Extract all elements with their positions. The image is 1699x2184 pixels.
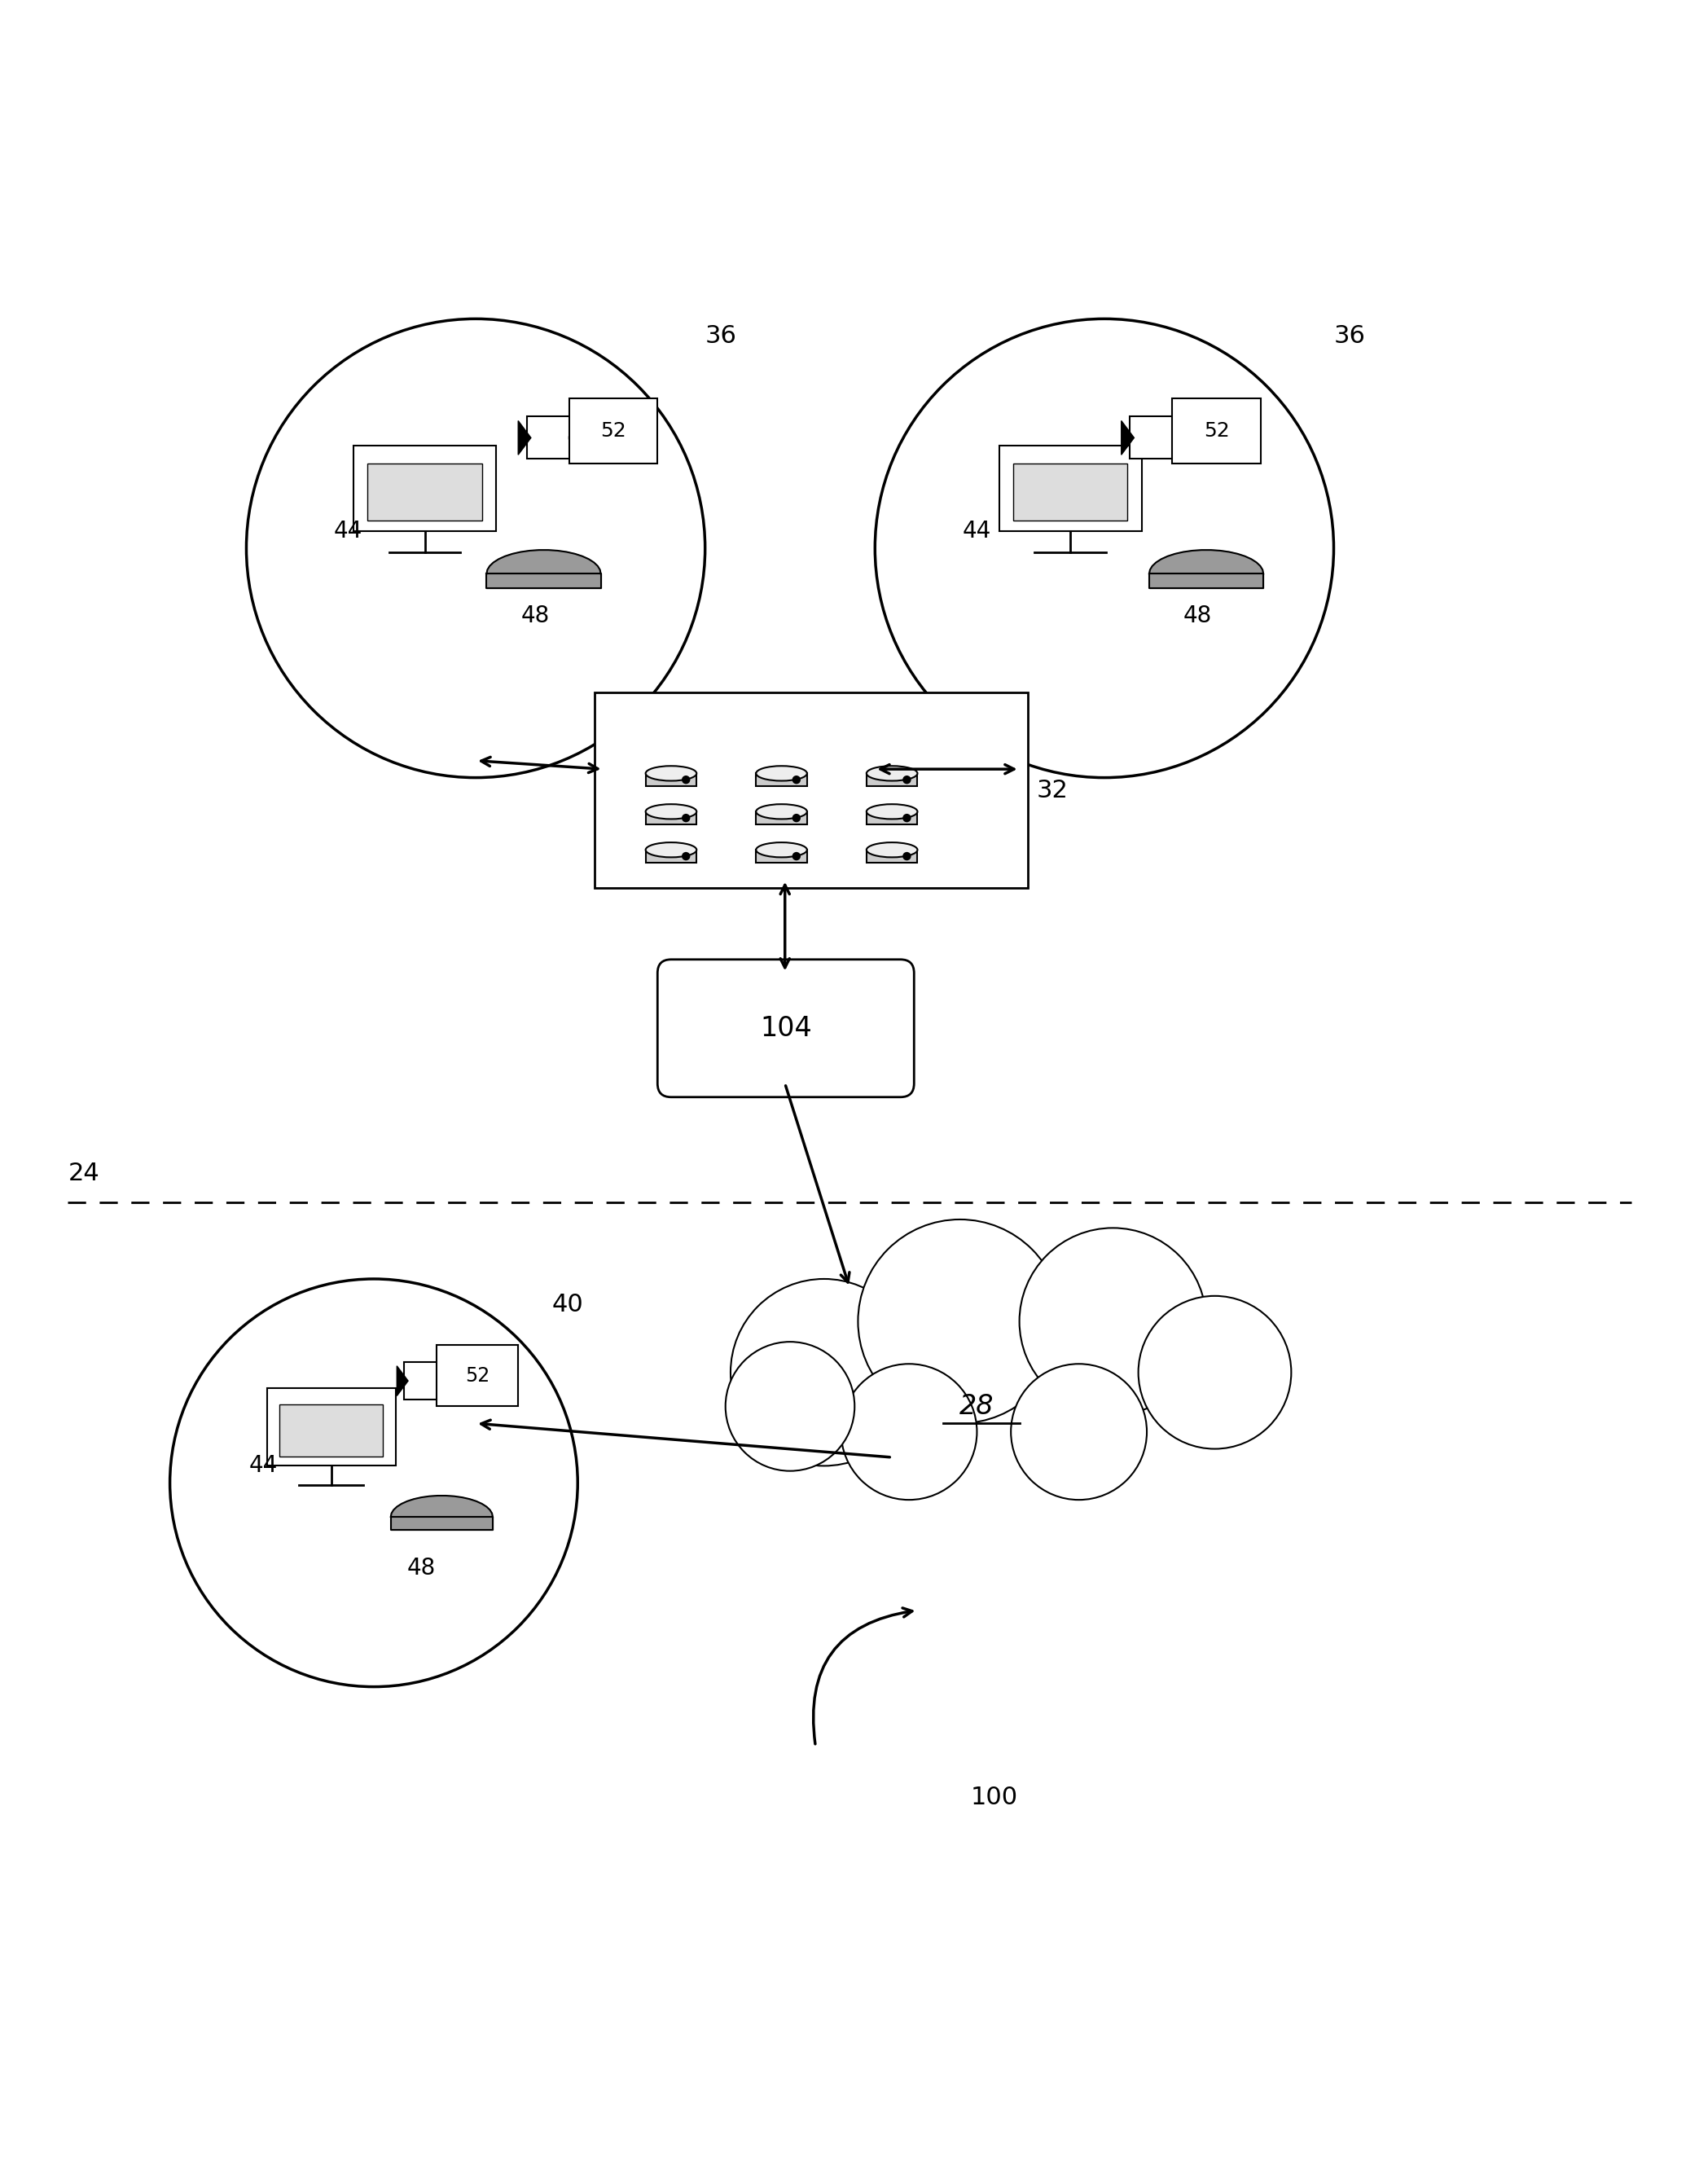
FancyBboxPatch shape	[658, 959, 914, 1096]
Text: 52: 52	[1203, 422, 1230, 441]
Circle shape	[902, 852, 911, 860]
Ellipse shape	[646, 804, 697, 819]
FancyBboxPatch shape	[756, 812, 807, 823]
Text: 52: 52	[600, 422, 627, 441]
FancyBboxPatch shape	[866, 773, 917, 786]
FancyBboxPatch shape	[646, 773, 697, 786]
Circle shape	[792, 815, 800, 821]
FancyBboxPatch shape	[280, 1404, 382, 1457]
Ellipse shape	[866, 767, 917, 782]
Text: 32: 32	[1036, 778, 1069, 802]
Text: 104: 104	[759, 1016, 812, 1042]
Circle shape	[725, 1341, 855, 1472]
Text: 36: 36	[1334, 323, 1366, 347]
Text: 100: 100	[970, 1784, 1018, 1808]
Circle shape	[792, 775, 800, 784]
FancyBboxPatch shape	[756, 773, 807, 786]
FancyBboxPatch shape	[1013, 463, 1128, 520]
Text: 44: 44	[335, 520, 362, 542]
Text: 40: 40	[552, 1293, 584, 1317]
FancyBboxPatch shape	[646, 812, 697, 823]
FancyBboxPatch shape	[866, 812, 917, 823]
FancyBboxPatch shape	[999, 446, 1142, 531]
FancyBboxPatch shape	[267, 1389, 396, 1465]
Polygon shape	[1121, 422, 1135, 454]
FancyBboxPatch shape	[527, 417, 612, 459]
FancyBboxPatch shape	[595, 692, 1028, 889]
Text: 44: 44	[963, 520, 991, 542]
Circle shape	[1011, 1363, 1147, 1500]
Text: 52: 52	[466, 1365, 489, 1385]
Circle shape	[1019, 1227, 1206, 1415]
Circle shape	[170, 1280, 578, 1686]
Polygon shape	[518, 422, 530, 454]
Circle shape	[792, 852, 800, 860]
FancyBboxPatch shape	[1172, 400, 1261, 463]
Circle shape	[569, 426, 595, 450]
Ellipse shape	[756, 767, 807, 782]
Circle shape	[442, 1369, 464, 1391]
Text: 48: 48	[522, 605, 549, 627]
FancyBboxPatch shape	[437, 1345, 518, 1406]
Circle shape	[681, 775, 690, 784]
Text: 28: 28	[960, 1393, 994, 1420]
Polygon shape	[486, 550, 601, 574]
Ellipse shape	[756, 843, 807, 858]
Text: 36: 36	[705, 323, 737, 347]
Text: 48: 48	[1184, 605, 1211, 627]
FancyBboxPatch shape	[646, 850, 697, 863]
Circle shape	[681, 815, 690, 821]
FancyBboxPatch shape	[404, 1363, 479, 1400]
Circle shape	[858, 1219, 1062, 1424]
Circle shape	[1138, 1295, 1291, 1448]
FancyBboxPatch shape	[866, 850, 917, 863]
Polygon shape	[391, 1496, 493, 1518]
FancyBboxPatch shape	[353, 446, 496, 531]
Circle shape	[875, 319, 1334, 778]
Polygon shape	[1149, 550, 1264, 574]
Ellipse shape	[646, 843, 697, 858]
Circle shape	[246, 319, 705, 778]
Text: 44: 44	[250, 1455, 277, 1476]
Text: 48: 48	[408, 1557, 435, 1579]
Circle shape	[902, 775, 911, 784]
FancyArrowPatch shape	[814, 1607, 912, 1745]
Ellipse shape	[866, 804, 917, 819]
FancyBboxPatch shape	[756, 850, 807, 863]
Circle shape	[681, 852, 690, 860]
FancyBboxPatch shape	[1130, 417, 1215, 459]
Text: 24: 24	[68, 1162, 100, 1186]
Circle shape	[902, 815, 911, 821]
FancyBboxPatch shape	[367, 463, 483, 520]
FancyBboxPatch shape	[569, 400, 658, 463]
Polygon shape	[398, 1365, 408, 1396]
Ellipse shape	[756, 804, 807, 819]
Circle shape	[731, 1280, 917, 1465]
Circle shape	[841, 1363, 977, 1500]
Circle shape	[1172, 426, 1198, 450]
Ellipse shape	[866, 843, 917, 858]
Ellipse shape	[646, 767, 697, 782]
